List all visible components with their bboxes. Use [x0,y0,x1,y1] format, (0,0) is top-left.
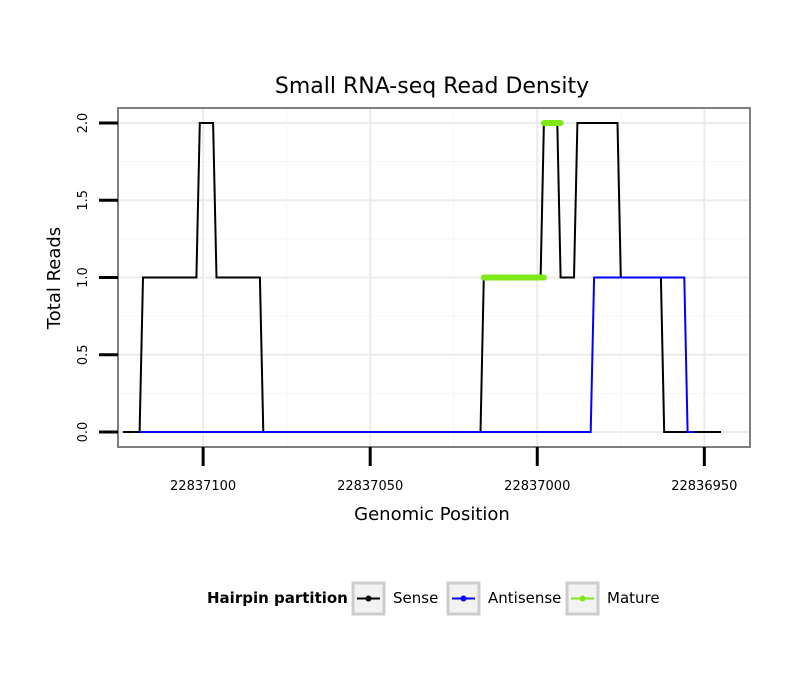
legend-label: Antisense [488,589,561,607]
legend-label: Sense [393,589,438,607]
y-axis-title: Total Reads [44,227,65,330]
legend-key-point [579,595,586,602]
legend-label: Mature [607,589,660,607]
x-axis-title: Genomic Position [354,504,510,525]
y-tick-label: 1.0 [76,267,91,288]
x-tick-label: 22837100 [170,479,236,494]
legend: Hairpin partition Sense Antisense Mature [207,581,660,616]
y-tick-label: 0.0 [76,422,91,443]
legend-key-point [365,595,372,602]
legend-entry-sense: Sense [351,581,438,616]
legend-title: Hairpin partition [207,589,348,607]
antisense-line [139,276,695,433]
y-axis-ticks: 0.0 0.5 1.0 1.5 2.0 [76,113,118,443]
y-tick-label: 0.5 [76,344,91,365]
chart-title: Small RNA-seq Read Density [275,74,589,99]
sense-line [122,122,721,433]
legend-entry-antisense: Antisense [446,581,561,616]
y-tick-label: 2.0 [76,113,91,134]
x-axis-ticks: 22837100 22837050 22837000 22836950 [170,447,737,494]
x-tick-label: 22837000 [504,479,570,494]
x-tick-label: 22836950 [671,479,737,494]
legend-entry-mature: Mature [565,581,660,616]
legend-key-point [460,595,467,602]
x-tick-label: 22837050 [337,479,403,494]
series-lines [122,120,721,433]
y-tick-label: 1.5 [76,190,91,211]
